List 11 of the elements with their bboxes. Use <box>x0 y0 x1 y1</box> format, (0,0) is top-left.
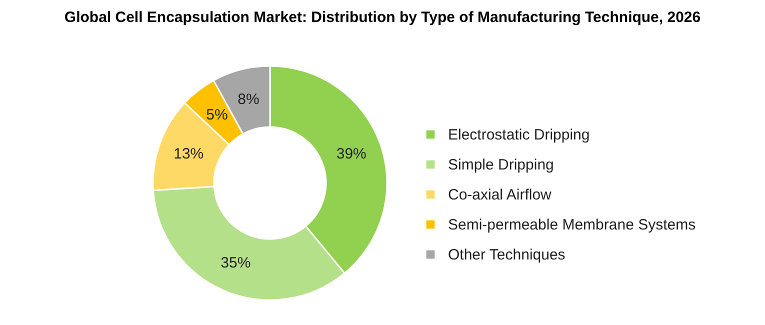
legend-label: Co-axial Airflow <box>448 186 552 204</box>
legend-label: Semi-permeable Membrane Systems <box>448 216 696 234</box>
data-label: 39% <box>336 146 366 163</box>
legend-label: Electrostatic Dripping <box>448 126 590 144</box>
data-label: 13% <box>174 146 204 163</box>
data-label: 35% <box>220 254 251 272</box>
data-label: 5% <box>206 106 228 124</box>
legend-label: Other Techniques <box>448 246 566 264</box>
data-label: 8% <box>238 91 260 108</box>
chart-title: Global Cell Encapsulation Market: Distribution by Type of Manufacturing Technique, 2026 <box>64 9 701 26</box>
legend-label: Simple Dripping <box>448 156 554 174</box>
